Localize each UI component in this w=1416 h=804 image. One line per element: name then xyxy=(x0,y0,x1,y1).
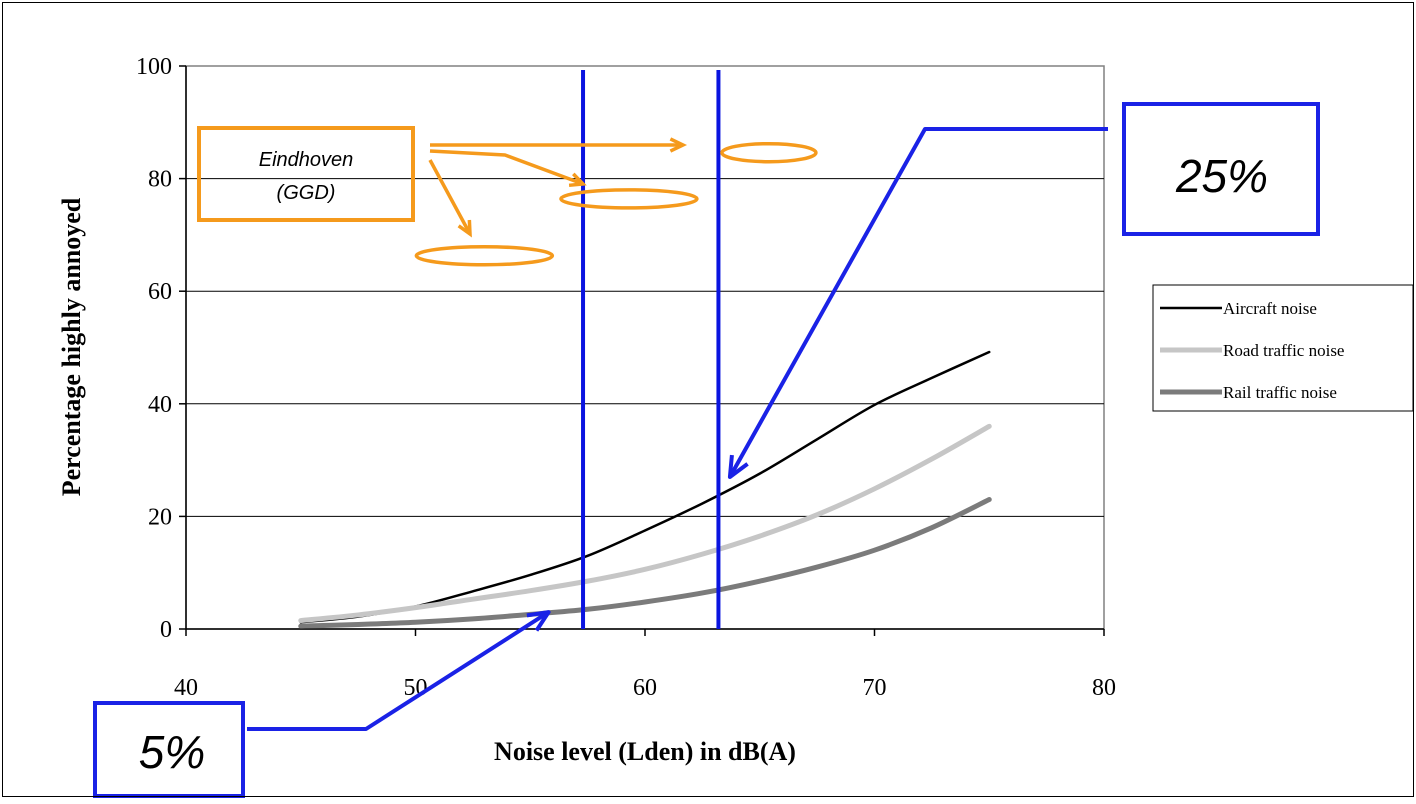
highlight-ellipses xyxy=(414,141,818,267)
eindhoven-arrow-head xyxy=(457,219,472,238)
eindhoven-arrows xyxy=(428,137,688,238)
annotation-5-box xyxy=(93,701,245,798)
y-tick-label: 80 xyxy=(148,167,172,193)
y-tick-label: 20 xyxy=(148,504,172,530)
eindhoven-arrow-head xyxy=(669,137,688,153)
highlight-ellipse xyxy=(414,244,555,267)
x-tick-label: 80 xyxy=(1092,675,1116,701)
arrow-5-line-head xyxy=(526,610,551,632)
eindhoven-label: Eindhoven xyxy=(259,149,354,171)
annotation-5-label: 5% xyxy=(139,726,205,778)
y-tick-label: 100 xyxy=(136,54,172,80)
gridlines xyxy=(186,178,1104,517)
ggd-label: (GGD) xyxy=(277,182,336,204)
y-tick-labels: 0 20 40 60 80 100 xyxy=(136,54,186,643)
y-tick-label: 40 xyxy=(148,392,172,418)
annotation-25-box xyxy=(1122,102,1320,236)
y-tick-label: 0 xyxy=(160,617,172,643)
series-lines xyxy=(298,350,992,629)
y-tick-label: 60 xyxy=(148,279,172,305)
legend-label: Rail traffic noise xyxy=(1223,383,1337,402)
eindhoven-annotation: Eindhoven (GGD) xyxy=(197,126,818,267)
y-axis-title: Percentage highly annoyed xyxy=(57,197,86,496)
annotation-25-label: 25% xyxy=(1175,150,1268,202)
eindhoven-arrow-line xyxy=(428,159,472,235)
highlight-ellipse xyxy=(559,188,699,210)
x-tick-label: 60 xyxy=(633,675,657,701)
x-tick-label: 40 xyxy=(174,675,198,701)
legend: Aircraft noise Road traffic noise Rail tra… xyxy=(1152,284,1414,412)
legend-label: Road traffic noise xyxy=(1223,341,1344,360)
eindhoven-arrow-head xyxy=(568,172,587,188)
annotation-25-arrow xyxy=(727,127,1108,479)
x-axis-title: Noise level (Lden) in dB(A) xyxy=(494,737,796,766)
annotation-25-percent: 25% xyxy=(727,102,1320,479)
series-line-road-traffic-noise xyxy=(298,423,992,624)
arrow-25-line-head xyxy=(727,454,749,479)
series-line-rail-traffic-noise xyxy=(298,497,992,629)
series-line-aircraft-noise xyxy=(299,350,991,624)
eindhoven-box xyxy=(197,126,415,222)
arrow-5-line xyxy=(247,610,550,731)
highlight-ellipse xyxy=(720,141,818,164)
arrow-25-line xyxy=(728,127,1108,478)
legend-label: Aircraft noise xyxy=(1223,299,1317,318)
x-tick-labels: 40 50 60 70 80 xyxy=(174,629,1116,701)
annotation-5-arrow xyxy=(247,610,551,731)
x-tick-label: 70 xyxy=(863,675,887,701)
annotation-5-percent: 5% xyxy=(93,610,551,798)
vertical-marker-lines xyxy=(581,70,721,629)
eindhoven-arrow-line xyxy=(429,149,584,186)
